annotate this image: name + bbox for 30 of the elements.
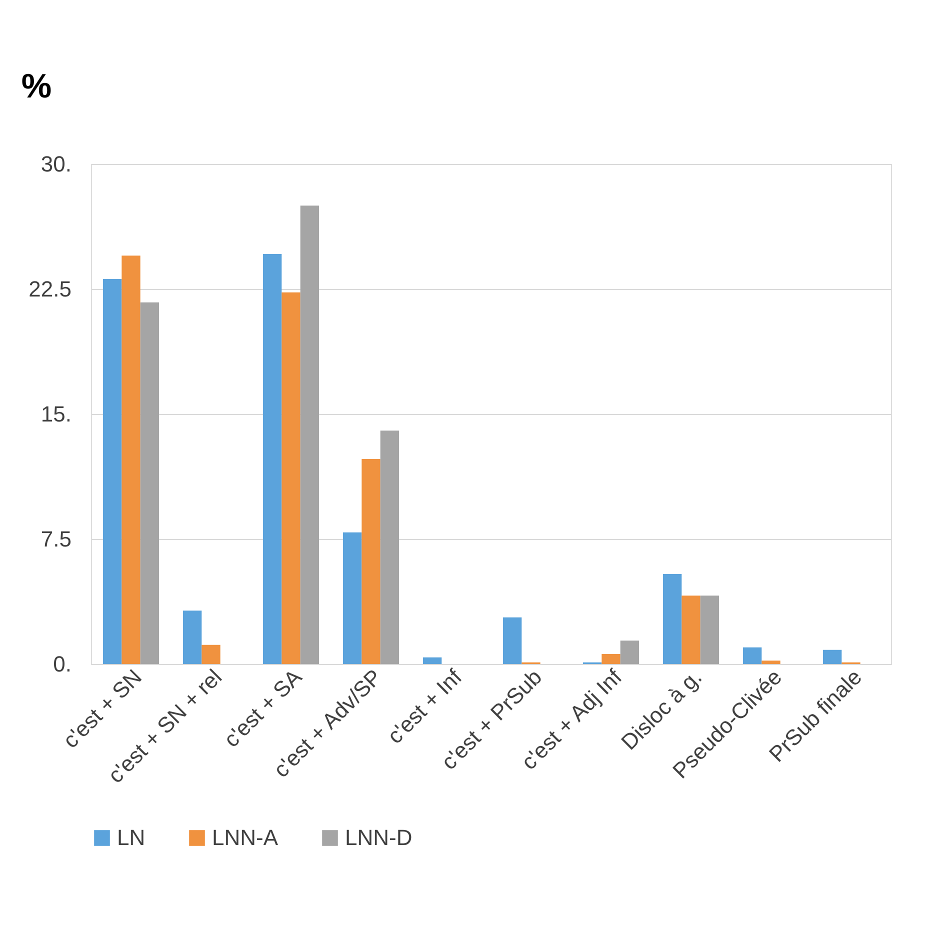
bar bbox=[282, 292, 300, 664]
bar bbox=[503, 617, 522, 664]
bar bbox=[183, 610, 202, 664]
bar bbox=[762, 660, 780, 664]
bar bbox=[700, 596, 719, 664]
bar bbox=[103, 279, 122, 664]
bar bbox=[343, 532, 362, 664]
bar bbox=[380, 430, 399, 664]
y-tick-label: 0. bbox=[53, 652, 72, 676]
bar bbox=[202, 644, 220, 664]
bar bbox=[823, 650, 842, 664]
legend-label: LNN-D bbox=[345, 825, 412, 850]
y-tick-label: 15. bbox=[40, 402, 72, 426]
legend-label: LN bbox=[117, 825, 146, 850]
bar bbox=[423, 657, 442, 664]
bar bbox=[682, 596, 700, 664]
bar bbox=[140, 302, 159, 664]
y-tick-label: 30. bbox=[40, 152, 72, 176]
y-axis-title: % bbox=[21, 68, 52, 106]
bar bbox=[620, 640, 639, 664]
bar bbox=[263, 254, 282, 664]
y-tick-label: 7.5 bbox=[40, 526, 72, 552]
bar bbox=[362, 459, 380, 664]
bar bbox=[122, 256, 140, 664]
bar bbox=[663, 574, 682, 664]
bar bbox=[743, 647, 762, 664]
legend-label: LNN-A bbox=[212, 825, 278, 850]
bar bbox=[602, 654, 620, 664]
bar bbox=[300, 206, 319, 664]
y-tick-label: 22.5 bbox=[28, 276, 72, 302]
